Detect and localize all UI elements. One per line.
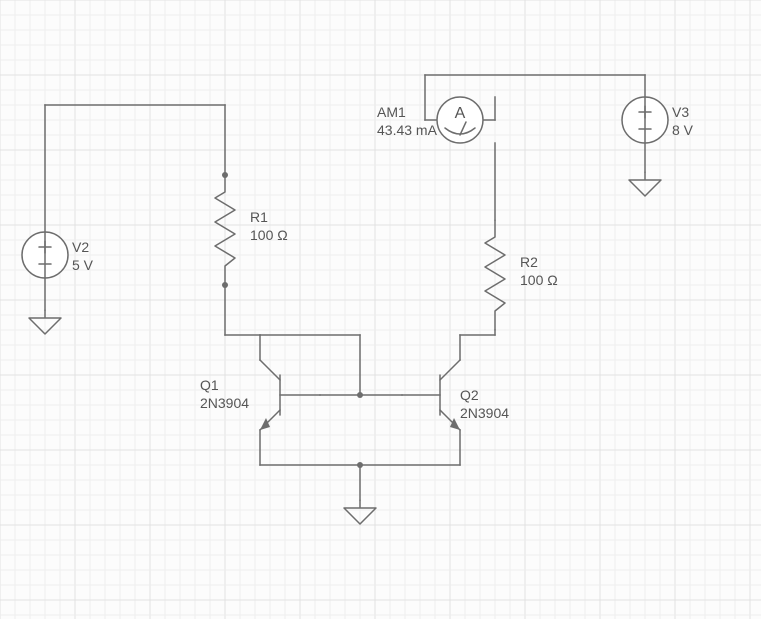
- label: 43.43 mA: [377, 122, 438, 138]
- ammeter-am1: A: [437, 97, 483, 143]
- label: 100 Ω: [250, 227, 288, 243]
- label: V3: [672, 104, 689, 120]
- source-v2: [22, 232, 68, 310]
- label: AM1: [377, 104, 406, 120]
- circuit-canvas: A V2 5 V V3 8 V R1 100 Ω R2 100 Ω Q1 2N3904: [0, 0, 761, 619]
- label: 5 V: [72, 257, 94, 273]
- label: Q2: [460, 387, 479, 403]
- label: 100 Ω: [520, 272, 558, 288]
- label: R1: [250, 209, 268, 225]
- ammeter-letter: A: [455, 105, 466, 122]
- label: 8 V: [672, 122, 694, 138]
- label: Q1: [200, 377, 219, 393]
- label: V2: [72, 239, 89, 255]
- label: R2: [520, 254, 538, 270]
- circuit-svg: A V2 5 V V3 8 V R1 100 Ω R2 100 Ω Q1 2N3904: [0, 0, 761, 619]
- nodes: [222, 172, 363, 468]
- label: 2N3904: [200, 395, 249, 411]
- source-v3: [622, 97, 668, 143]
- grid: [0, 0, 761, 619]
- label: 2N3904: [460, 405, 509, 421]
